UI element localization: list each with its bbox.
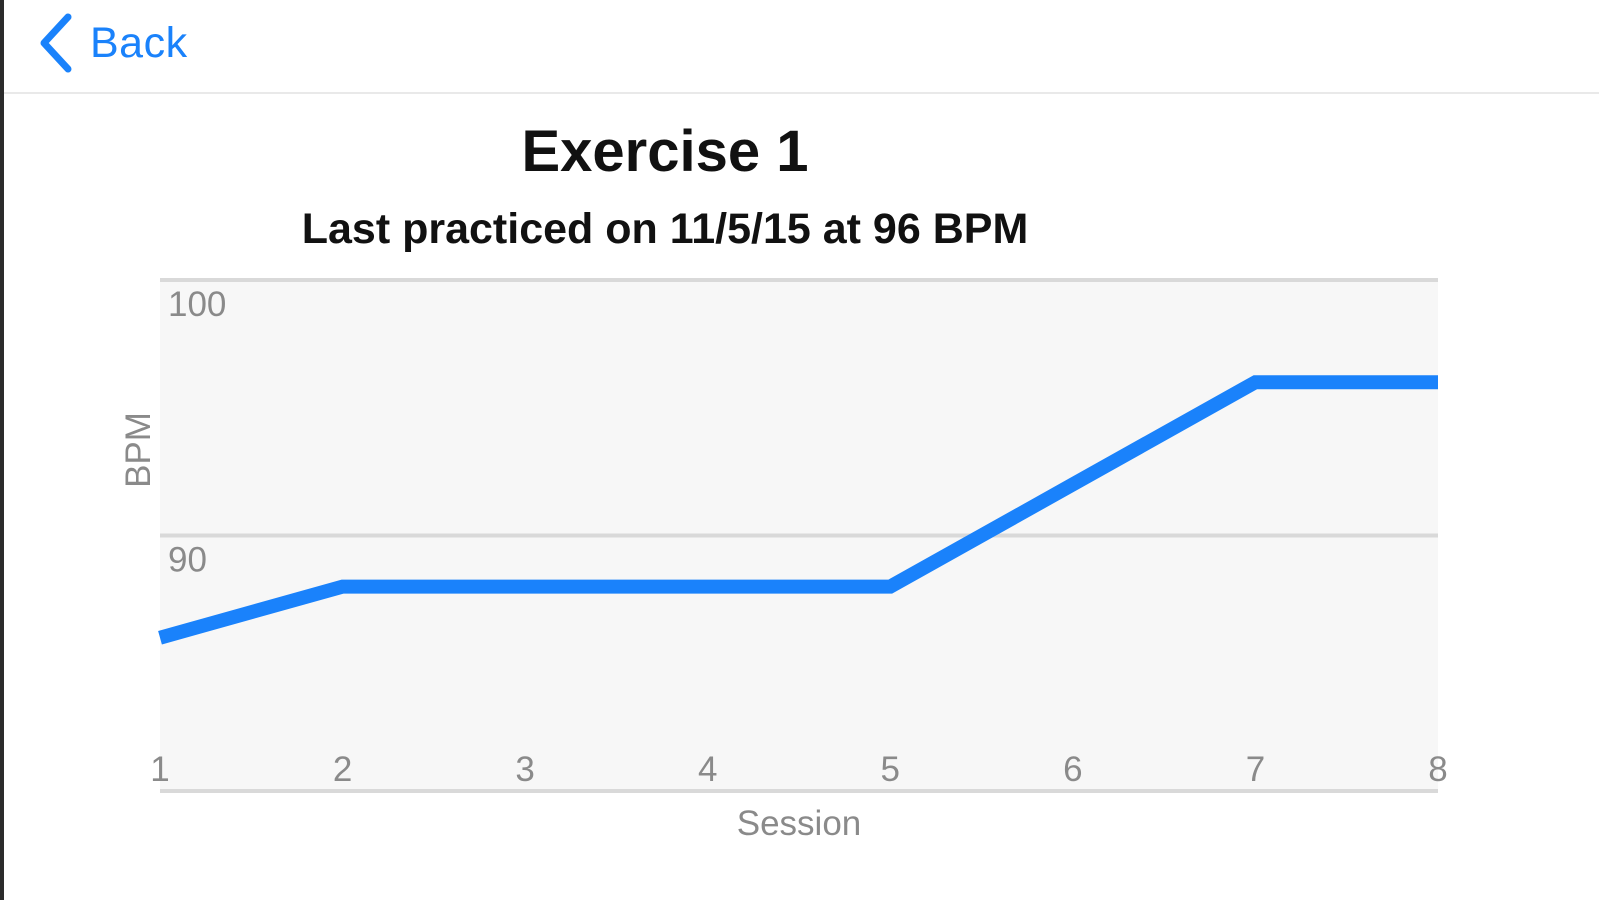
navigation-bar: Back xyxy=(4,0,1599,94)
back-button[interactable]: Back xyxy=(38,10,188,76)
page-subtitle: Last practiced on 11/5/15 at 96 BPM xyxy=(301,205,1029,253)
x-tick-label: 6 xyxy=(1063,750,1082,789)
y-tick-label: 100 xyxy=(168,285,226,324)
chevron-left-icon xyxy=(40,13,72,73)
window-left-border xyxy=(0,0,4,900)
y-tick-label: 90 xyxy=(168,541,207,580)
x-axis-label: Session xyxy=(737,804,862,843)
x-tick-label: 5 xyxy=(881,750,900,789)
x-tick-label: 8 xyxy=(1428,750,1447,789)
x-tick-label: 2 xyxy=(333,750,352,789)
series-line xyxy=(158,375,1438,645)
x-tick-label: 7 xyxy=(1246,750,1265,789)
back-button-label: Back xyxy=(90,18,188,67)
x-tick-label: 1 xyxy=(150,750,169,789)
x-tick-label: 3 xyxy=(515,750,534,789)
y-axis-label: BPM xyxy=(119,412,158,488)
x-tick-label: 4 xyxy=(698,750,717,789)
page-title: Exercise 1 xyxy=(521,119,809,184)
